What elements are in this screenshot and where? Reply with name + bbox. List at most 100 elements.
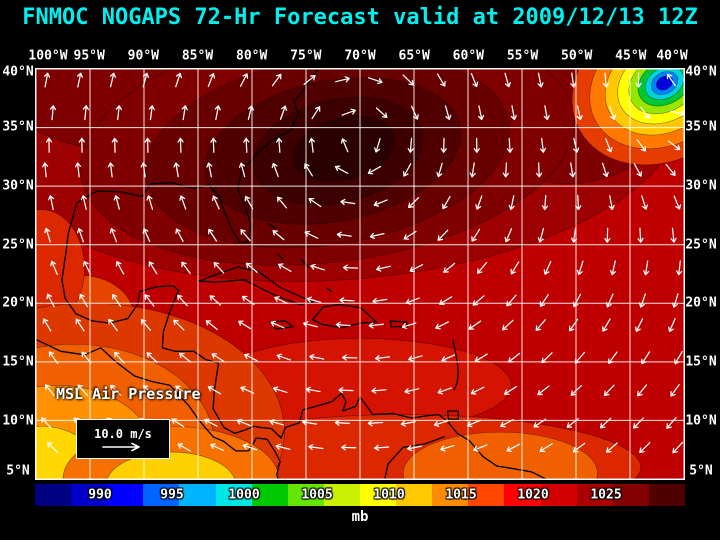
wind-arrow xyxy=(641,351,651,365)
lon-tick-label: 80°W xyxy=(236,48,268,64)
wind-arrow xyxy=(238,320,252,330)
wind-arrow xyxy=(603,384,615,397)
wind-arrow xyxy=(668,318,676,333)
wind-arrow xyxy=(510,105,517,121)
wind-arrow xyxy=(340,138,349,153)
wind-arrow xyxy=(43,72,51,88)
lat-tick-label: 25°N xyxy=(2,237,34,253)
wind-arrow xyxy=(667,140,681,151)
colorbar-segment xyxy=(612,484,649,506)
wind-arrow xyxy=(41,417,52,429)
lon-tick-label: 45°W xyxy=(615,48,647,64)
wind-arrow xyxy=(601,162,609,178)
colorbar-segment xyxy=(576,484,613,506)
wind-arrow xyxy=(638,293,646,308)
wind-arrow xyxy=(341,108,356,116)
lat-tick-label: 40°N xyxy=(685,64,717,80)
wind-arrow xyxy=(504,228,513,243)
lon-tick-label: 40°W xyxy=(656,48,688,64)
map-area: MSL Air Pressure 10.0 m/s xyxy=(35,68,685,480)
wind-arrow xyxy=(637,227,644,243)
wind-scale-legend: 10.0 m/s xyxy=(76,419,170,459)
wind-arrow xyxy=(240,229,251,242)
wind-scale-arrow-icon xyxy=(102,442,140,451)
wind-arrow xyxy=(440,444,455,452)
wind-arrow xyxy=(570,72,577,88)
wind-arrow xyxy=(374,355,391,362)
wind-arrow xyxy=(674,351,683,365)
wind-arrow xyxy=(44,227,51,243)
wind-arrow xyxy=(276,196,288,209)
wind-arrow xyxy=(635,72,642,88)
wind-arrow xyxy=(608,351,618,364)
wind-arrow xyxy=(566,418,579,428)
wind-arrow xyxy=(608,195,615,211)
colorbar-segment xyxy=(35,484,72,506)
wind-arrow xyxy=(335,321,351,328)
wind-arrow xyxy=(140,162,147,178)
wind-arrow xyxy=(576,105,583,121)
lon-tick-label: 100°W xyxy=(28,48,68,64)
coastline-jamaica xyxy=(269,320,294,330)
wind-arrow xyxy=(272,386,288,394)
wind-arrow xyxy=(441,354,456,362)
wind-arrow xyxy=(334,419,351,426)
wind-arrow xyxy=(439,296,453,305)
wind-arrow xyxy=(407,445,423,452)
wind-arrow xyxy=(543,260,552,275)
wind-arrow xyxy=(474,353,488,363)
wind-arrow xyxy=(404,388,420,395)
wind-arrow xyxy=(537,72,544,88)
wind-arrow xyxy=(308,137,315,153)
wind-arrow xyxy=(573,137,580,153)
wind-arrow xyxy=(435,321,449,330)
wind-arrow xyxy=(504,385,518,395)
wind-arrow xyxy=(502,162,509,178)
wind-arrow xyxy=(142,72,149,88)
lon-tick-label: 95°W xyxy=(73,48,105,64)
wind-arrow xyxy=(146,352,158,364)
page-title: FNMOC NOGAPS 72-Hr Forecast valid at 200… xyxy=(22,5,698,30)
wind-arrow xyxy=(500,419,514,428)
wind-arrow xyxy=(173,319,185,331)
wind-arrow xyxy=(475,195,483,210)
wind-arrow xyxy=(181,105,188,121)
wind-arrow xyxy=(440,137,447,153)
wind-arrow xyxy=(369,232,385,239)
wind-arrow xyxy=(209,295,222,306)
colorbar-segment xyxy=(396,484,433,506)
wind-arrow xyxy=(533,418,547,428)
lat-tick-label: 20°N xyxy=(2,295,34,311)
colorbar-segment xyxy=(323,484,360,506)
wind-arrow xyxy=(535,319,546,331)
lat-tick-label: 15°N xyxy=(2,354,34,370)
wind-arrow xyxy=(605,293,614,308)
wind-arrow xyxy=(204,418,218,427)
wind-arrow xyxy=(115,261,125,275)
wind-arrow xyxy=(504,72,511,88)
wind-arrow xyxy=(535,162,543,178)
wind-arrow xyxy=(537,227,545,243)
lat-tick-label: 35°N xyxy=(2,119,34,135)
wind-arrow xyxy=(576,260,584,276)
wind-arrow xyxy=(77,384,89,397)
pressure-wind-map-canvas xyxy=(36,69,684,479)
wind-arrow xyxy=(142,228,151,243)
wind-arrow xyxy=(243,137,250,153)
wind-arrow xyxy=(177,443,191,452)
wind-arrow xyxy=(109,72,117,88)
wind-arrow xyxy=(539,294,549,307)
colorbar: 990 995 1000 1005 1010 1015 1020 1025 xyxy=(35,484,685,506)
wind-arrow xyxy=(372,297,388,305)
wind-arrow xyxy=(306,296,322,303)
wind-arrow xyxy=(114,351,125,364)
wind-arrow xyxy=(82,105,89,121)
wind-arrow xyxy=(271,162,279,178)
wind-arrow xyxy=(45,137,53,153)
lon-tick-label: 60°W xyxy=(452,48,484,64)
coastline-bahamas-2 xyxy=(277,253,283,260)
wind-arrow xyxy=(402,74,414,86)
wind-arrow xyxy=(468,320,482,330)
wind-arrow xyxy=(334,165,349,174)
